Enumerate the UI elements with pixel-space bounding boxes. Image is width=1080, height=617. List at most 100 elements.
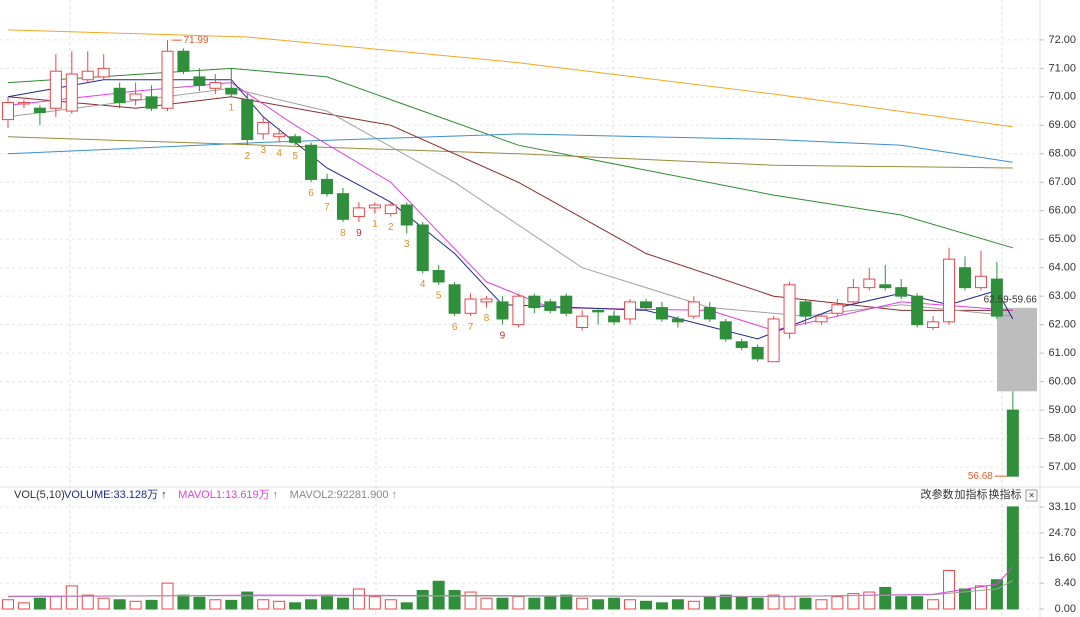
volume-bar <box>815 599 828 610</box>
moving-average <box>7 96 1013 311</box>
legend-entry: VOLUME:33.128万 <box>64 489 158 501</box>
candle-body <box>177 50 190 72</box>
candle-body <box>289 136 302 143</box>
candle-body <box>735 341 748 348</box>
candle-body <box>671 318 684 323</box>
candle-body <box>815 315 828 323</box>
y-tick-label: 72.00 <box>1048 34 1076 46</box>
volume-bar <box>352 588 365 610</box>
candle-body <box>959 267 971 289</box>
volume-bar <box>193 596 206 610</box>
volume-bar <box>289 602 302 610</box>
candle-body <box>81 70 94 81</box>
volume-bar <box>336 597 349 610</box>
moving-average <box>7 133 1013 163</box>
volume-bar <box>624 599 637 610</box>
volume-bar <box>177 594 190 610</box>
candle-body <box>528 295 541 309</box>
volume-bar <box>65 585 78 610</box>
y-tick-label: 64.00 <box>1048 262 1076 274</box>
candle-body <box>544 301 557 311</box>
y-tick-label: 68.00 <box>1048 148 1076 160</box>
volume-bar <box>81 594 94 610</box>
gap-box <box>997 307 1037 392</box>
volume-bar <box>368 596 381 610</box>
volume-bar <box>464 591 477 610</box>
volume-bar <box>1006 506 1019 610</box>
candle-body <box>783 284 796 334</box>
y-tick-label: 71.00 <box>1048 62 1076 74</box>
candle-body <box>368 204 381 209</box>
moving-average <box>7 87 1013 317</box>
volume-bar <box>145 599 158 610</box>
y-tick-label: 24.70 <box>1048 527 1076 539</box>
volume-bar <box>448 590 461 610</box>
close-button[interactable] <box>1025 489 1038 502</box>
candle-body <box>927 321 940 329</box>
td-label: 6 <box>308 188 314 199</box>
td-label: 1 <box>229 102 235 113</box>
candle-body <box>608 315 621 323</box>
legend-entry: MAVOL1:13.619万 <box>178 489 270 501</box>
close-icon[interactable]: × <box>1029 491 1035 502</box>
candle-body <box>145 96 158 109</box>
candle-body <box>384 204 397 215</box>
y-tick-label: 69.00 <box>1048 119 1076 131</box>
volume-bar <box>33 597 46 610</box>
moving-average <box>7 67 1013 249</box>
td-label: 7 <box>468 322 474 333</box>
volume-bar <box>640 600 652 610</box>
volume-bar <box>17 602 30 610</box>
volume-bar <box>384 599 397 610</box>
toolbar-button[interactable]: 换指标 <box>989 487 1022 501</box>
legend-arrow: ↑ <box>392 489 398 501</box>
volume-bar <box>544 596 557 610</box>
volume-bar <box>2 599 14 610</box>
y-tick-label: 67.00 <box>1048 176 1076 188</box>
volume-bar <box>735 596 748 610</box>
min-label: 56.68 <box>968 471 993 482</box>
volume-bar <box>560 594 573 610</box>
candle-body <box>400 204 413 226</box>
candle-body <box>767 318 780 363</box>
td-label: 8 <box>340 228 346 239</box>
volume-bar <box>671 599 684 610</box>
td-label: 4 <box>420 279 426 290</box>
volume-bar <box>512 596 525 610</box>
moving-average <box>7 580 1014 597</box>
candle-body <box>703 307 716 320</box>
td-label: 2 <box>244 151 250 162</box>
volume-bar <box>767 594 780 610</box>
y-tick-label: 63.00 <box>1048 290 1076 302</box>
candle-body <box>687 301 700 317</box>
y-tick-label: 16.60 <box>1048 552 1076 564</box>
volume-title: VOL(5,10) <box>14 489 65 501</box>
candle-body <box>831 304 844 314</box>
volume-bar <box>911 596 924 610</box>
td-label: 2 <box>388 222 394 233</box>
volume-bar <box>990 579 1003 610</box>
y-tick-label: 33.10 <box>1048 501 1076 513</box>
y-tick-label: 57.00 <box>1048 461 1076 473</box>
moving-average <box>7 566 1014 598</box>
td-label: 3 <box>260 145 266 156</box>
volume-bar <box>321 594 333 610</box>
candle-body <box>911 295 924 326</box>
volume-bar <box>974 585 987 610</box>
volume-bar <box>129 600 142 610</box>
y-tick-label: 59.00 <box>1048 404 1076 416</box>
toolbar-button[interactable]: 加指标 <box>955 487 988 501</box>
volume-bar <box>751 597 764 610</box>
toolbar-button[interactable]: 改参数 <box>921 487 954 501</box>
candle-body <box>257 121 270 135</box>
volume-bar <box>113 599 126 610</box>
y-tick-label: 0.00 <box>1055 603 1076 615</box>
y-tick-label: 65.00 <box>1048 233 1076 245</box>
candle-body <box>480 298 493 303</box>
volume-bar <box>400 602 413 610</box>
candle-body <box>161 50 174 109</box>
candle-body <box>974 275 987 289</box>
candle-body <box>847 287 860 303</box>
td-label: 6 <box>452 322 458 333</box>
volume-bar <box>719 594 732 610</box>
